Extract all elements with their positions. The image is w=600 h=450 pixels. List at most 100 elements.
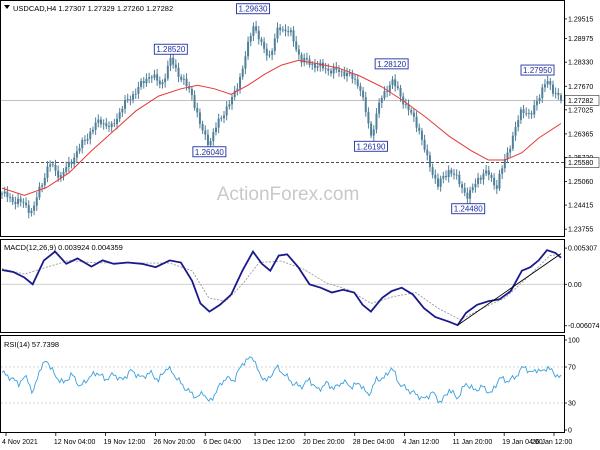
candle-body [244, 56, 247, 69]
candle-body [22, 201, 25, 203]
candle-body [9, 197, 12, 198]
candle-body [41, 185, 44, 187]
price-annotation-box [153, 43, 188, 55]
candle-body [466, 192, 469, 199]
price-annotation: 1.27950 [520, 64, 555, 76]
price-annotation-box [451, 203, 486, 215]
candle-body [252, 26, 255, 36]
candle-body [214, 127, 217, 133]
rsi-tick-label: 70 [568, 365, 576, 372]
candle-body [236, 88, 239, 91]
price-annotation-box [192, 146, 227, 158]
macd-trendline [457, 253, 562, 326]
candle-body [461, 184, 464, 188]
candle-body [348, 72, 351, 74]
candle-body [490, 174, 493, 178]
candle-body [501, 168, 504, 174]
time-tick-label: 28 Dec 04:00 [353, 439, 395, 446]
candle-body [94, 122, 97, 130]
candle-body [338, 69, 341, 72]
price-annotation-label: 1.26190 [356, 142, 385, 151]
candle-body [51, 164, 54, 166]
candle-body [458, 174, 461, 185]
price-tick-label: 1.29515 [568, 16, 593, 23]
candle-body [407, 104, 410, 111]
candle-body [193, 95, 196, 109]
candle-body [482, 173, 485, 180]
candle-body [188, 86, 191, 89]
candle-body [204, 130, 207, 135]
candle-body [295, 41, 298, 50]
rsi-tick-label: 30 [568, 401, 576, 408]
candle-body [231, 96, 234, 105]
candle-body [46, 166, 49, 178]
candle-body [83, 140, 86, 141]
candle-body [287, 31, 290, 33]
candle-body [182, 78, 185, 80]
macd-header-text: MACD(12,26,9) 0.003924 0.004359 [4, 243, 123, 252]
candle-body [498, 173, 501, 189]
candle-body [415, 116, 418, 128]
candle-body [538, 97, 541, 102]
candle-body [391, 79, 394, 85]
price-tick-label: 1.28330 [568, 60, 593, 67]
candle-body [247, 41, 250, 57]
candle-body [503, 159, 506, 169]
candle-body [479, 177, 482, 180]
candle-body [305, 58, 308, 60]
candle-body [14, 201, 17, 204]
candle-body [329, 70, 332, 74]
time-tick-label: 12 Nov 04:00 [54, 439, 96, 446]
rsi-series-line [1, 356, 562, 404]
price-tick-label: 1.28975 [568, 36, 593, 43]
candle-body [324, 68, 327, 70]
candle-body [70, 161, 73, 165]
rsi-panel-frame [0, 335, 565, 433]
price-annotation-label: 1.28120 [377, 60, 406, 69]
candle-body [463, 187, 466, 193]
price-level-annotations: 1.29630 1.28520 1.28120 1.27950 1.26190 1.260… [153, 3, 555, 215]
price-annotation-label: 1.28520 [156, 45, 185, 54]
candle-body [260, 39, 263, 42]
candle-body [1, 193, 3, 195]
time-tick-label: 11 Jan 20:00 [452, 439, 492, 446]
candle-body [198, 112, 201, 124]
candle-body [153, 74, 156, 78]
price-annotation: 1.24480 [451, 203, 486, 215]
candle-body [351, 72, 354, 79]
candle-body [289, 30, 292, 33]
candle-body [543, 84, 546, 88]
support-price-box [564, 157, 600, 168]
candle-body [81, 140, 84, 149]
candle-body [370, 123, 373, 136]
candle-body [73, 157, 76, 165]
candle-body [249, 35, 252, 42]
price-tick-label: 1.26365 [568, 131, 593, 138]
candle-body [124, 100, 127, 109]
candle-body [89, 131, 92, 140]
candle-body [493, 177, 496, 186]
candle-body [386, 91, 389, 92]
candle-body [19, 198, 22, 202]
candle-body [426, 149, 429, 156]
candle-body [273, 38, 276, 52]
candle-body [233, 90, 236, 97]
candle-body [300, 54, 303, 63]
candle-body [517, 120, 520, 128]
candle-body [57, 170, 60, 178]
candle-body [78, 148, 81, 152]
candle-body [222, 115, 225, 119]
price-tick-label: 1.27670 [568, 84, 593, 91]
candle-body [477, 177, 480, 184]
candle-body [364, 97, 367, 113]
candle-body [420, 130, 423, 140]
candle-body [511, 135, 514, 149]
candle-body [212, 132, 215, 142]
candle-body [372, 129, 375, 136]
candle-body [450, 170, 453, 174]
price-candles [1, 20, 562, 219]
price-annotation-label: 1.27950 [523, 66, 552, 75]
candle-body [169, 57, 172, 66]
price-annotation-label: 1.24480 [454, 205, 483, 214]
price-tick-label: 1.27025 [568, 107, 593, 114]
